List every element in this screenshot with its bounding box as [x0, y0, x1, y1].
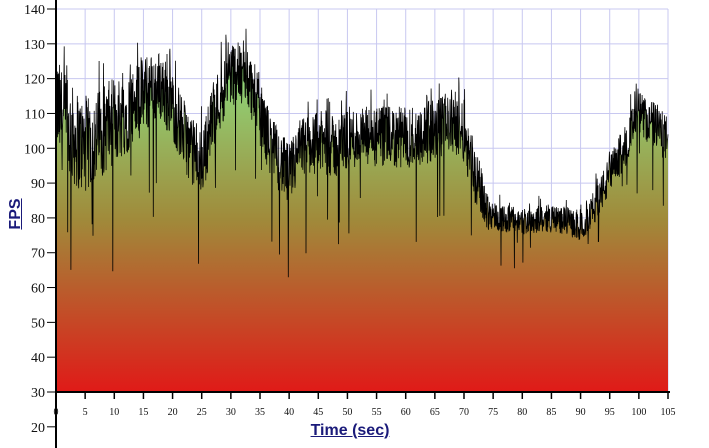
x-tick-label: 30 — [226, 407, 236, 418]
x-tick-label: 15 — [138, 407, 148, 418]
y-tick-label: 130 — [24, 38, 45, 53]
x-tick-label: 105 — [661, 407, 676, 418]
y-tick-label: 80 — [31, 212, 45, 227]
x-tick-label: 35 — [255, 407, 265, 418]
y-tick-label: 30 — [31, 386, 45, 401]
x-tick-label: 45 — [313, 407, 323, 418]
y-tick-label: 140 — [24, 3, 45, 18]
x-tick-label: 100 — [631, 407, 646, 418]
x-tick-label: 75 — [488, 407, 498, 418]
x-tick-label: 90 — [576, 407, 586, 418]
y-tick-label: 120 — [24, 73, 45, 88]
x-tick-label: 50 — [342, 407, 352, 418]
x-tick-label: 10 — [109, 407, 119, 418]
x-tick-label: 20 — [168, 407, 178, 418]
y-axis-label: FPS — [7, 198, 24, 230]
x-tick-label: 5 — [83, 407, 88, 418]
x-tick-label: 40 — [284, 407, 294, 418]
x-tick-label: 80 — [517, 407, 527, 418]
x-tick-label: 0 — [54, 407, 59, 418]
y-tick-label: 70 — [31, 247, 45, 262]
x-tick-label: 95 — [605, 407, 615, 418]
x-tick-label: 70 — [459, 407, 469, 418]
fps-area-fill — [56, 28, 668, 393]
y-tick-label: 90 — [31, 177, 45, 192]
x-tick-label: 25 — [197, 407, 207, 418]
x-tick-label: 85 — [546, 407, 556, 418]
y-tick-label: 20 — [31, 421, 45, 436]
x-axis-label: Time (sec) — [310, 422, 390, 439]
y-tick-label: 110 — [25, 107, 45, 122]
y-tick-label: 40 — [31, 351, 45, 366]
x-tick-label: 55 — [372, 407, 382, 418]
fps-series-line — [55, 28, 669, 278]
x-tick-label: 60 — [401, 407, 411, 418]
y-tick-label: 60 — [31, 282, 45, 297]
y-tick-label: 50 — [31, 316, 45, 331]
x-tick-label: 65 — [430, 407, 440, 418]
y-tick-label: 100 — [24, 142, 45, 157]
